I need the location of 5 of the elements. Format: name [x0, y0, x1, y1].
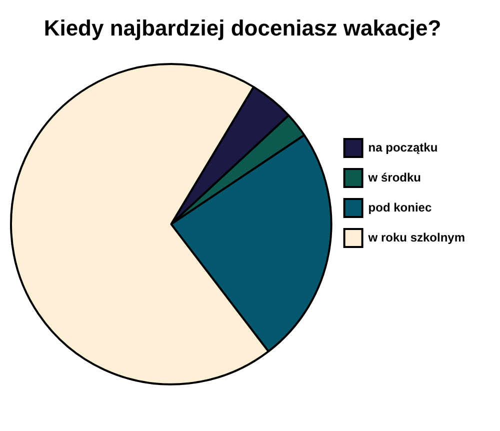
legend-label: w roku szkolnym — [367, 230, 466, 244]
chart-title: Kiedy najbardziej doceniasz wakacje? — [44, 15, 442, 40]
legend-label: pod koniec — [368, 200, 432, 214]
legend-label: w środku — [367, 170, 421, 184]
legend-label: na początku — [368, 140, 438, 154]
